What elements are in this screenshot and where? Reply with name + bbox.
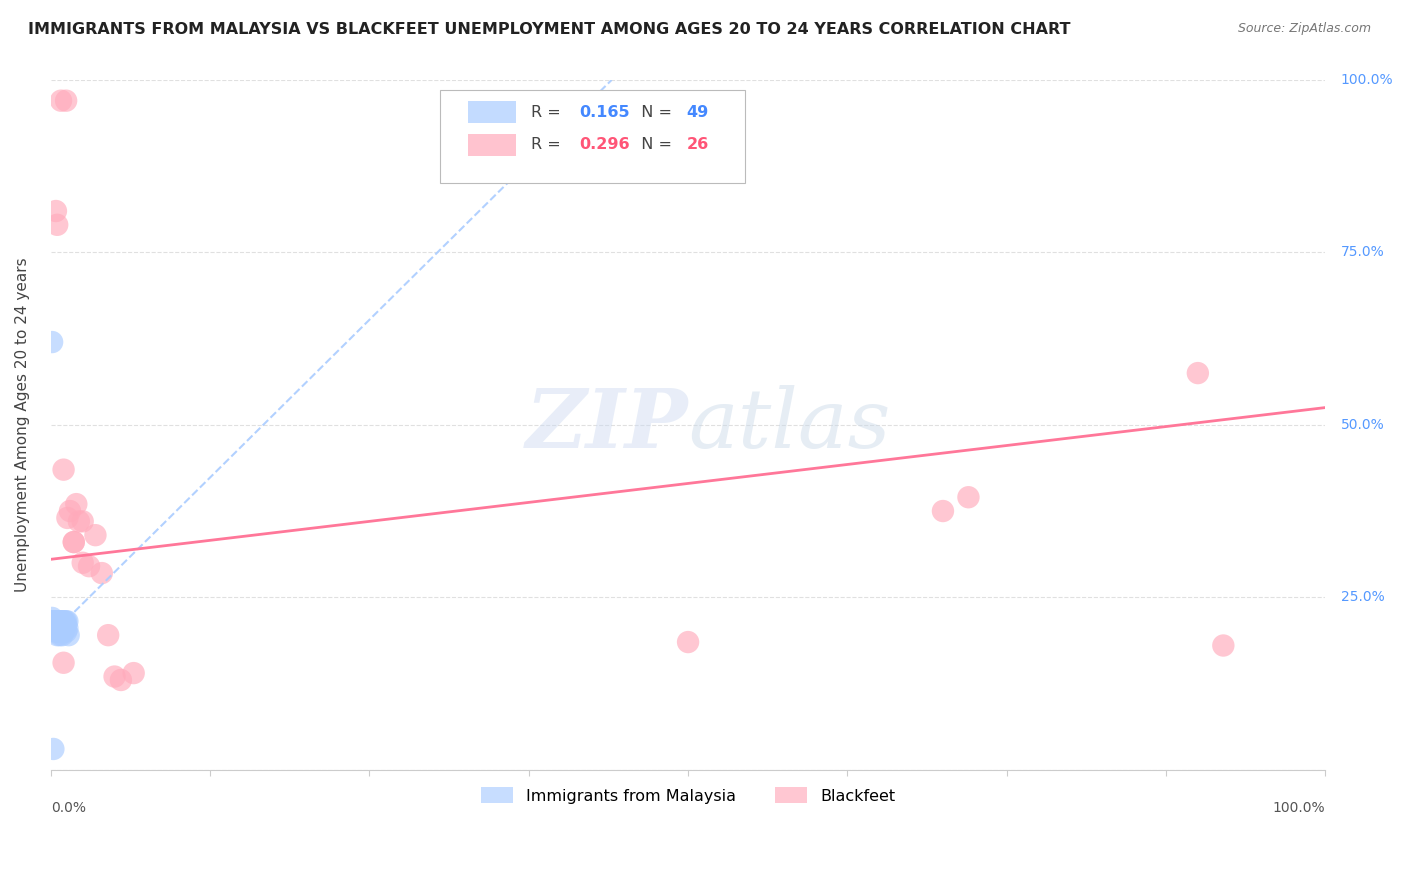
Point [42,742,65,756]
Point [90,566,112,580]
Text: 0.165: 0.165 [579,105,630,120]
Point [55,624,77,639]
Point [45,615,67,629]
Point [51,621,73,635]
Point [55,615,77,629]
Point [53,621,76,635]
Point [52,624,75,639]
Point [56,621,79,635]
Point [110,673,132,687]
Text: 50.0%: 50.0% [1340,417,1385,432]
Point [72,556,94,570]
Point [45,624,67,639]
Text: 26: 26 [686,137,709,153]
Point [48,615,70,629]
Text: IMMIGRANTS FROM MALAYSIA VS BLACKFEET UNEMPLOYMENT AMONG AGES 20 TO 24 YEARS COR: IMMIGRANTS FROM MALAYSIA VS BLACKFEET UN… [28,22,1070,37]
Point [72,514,94,528]
Point [49,615,72,629]
Point [48,621,70,635]
Point [42,615,65,629]
Point [932,504,955,518]
Point [48,617,70,632]
Text: atlas: atlas [688,384,890,465]
Text: ZIP: ZIP [526,384,688,465]
Y-axis label: Unemployment Among Ages 20 to 24 years: Unemployment Among Ages 20 to 24 years [15,258,30,592]
Point [45,617,67,632]
Text: R =: R = [531,137,567,153]
Point [59,504,82,518]
Point [58,628,80,642]
Point [1212,639,1234,653]
Point [46,621,69,635]
Point [49,94,72,108]
FancyBboxPatch shape [468,102,516,123]
Legend: Immigrants from Malaysia, Blackfeet: Immigrants from Malaysia, Blackfeet [474,780,901,810]
Text: 25.0%: 25.0% [1340,591,1385,604]
Point [42,615,65,629]
Text: 100.0%: 100.0% [1272,801,1326,814]
Point [65,497,87,511]
Point [52,463,75,477]
Point [41,617,63,632]
FancyBboxPatch shape [440,90,745,184]
Point [45,615,67,629]
Point [44,615,66,629]
Point [122,666,145,681]
Point [44,621,66,635]
FancyBboxPatch shape [468,134,516,156]
Point [48,621,70,635]
Point [41,611,63,625]
Point [49,624,72,639]
Point [48,615,70,629]
Point [51,628,73,642]
Point [44,615,66,629]
Point [957,490,980,504]
Text: 49: 49 [686,105,709,120]
Point [46,615,69,629]
Text: N =: N = [631,137,676,153]
Point [46,218,69,232]
Point [56,511,79,525]
Point [45,204,67,219]
Text: N =: N = [631,105,676,120]
Point [62,535,84,549]
Point [84,528,107,542]
Point [51,615,73,629]
Point [41,334,63,349]
Point [55,617,77,632]
Point [45,617,67,632]
Point [46,628,69,642]
Point [62,535,84,549]
Point [103,669,125,683]
Text: R =: R = [531,105,567,120]
Point [42,615,65,629]
Point [52,617,75,632]
Text: 100.0%: 100.0% [1340,73,1393,87]
Point [48,615,70,629]
Point [676,635,699,649]
Point [46,615,69,629]
Point [42,621,65,635]
Point [44,615,66,629]
Point [55,94,77,108]
Text: 0.296: 0.296 [579,137,630,153]
Text: 75.0%: 75.0% [1340,245,1385,260]
Point [48,628,70,642]
Point [56,615,79,629]
Point [44,615,66,629]
Point [46,615,69,629]
Point [53,615,76,629]
Point [67,514,90,528]
Point [52,615,75,629]
Point [97,628,120,642]
Text: 0.0%: 0.0% [51,801,86,814]
Point [52,656,75,670]
Point [49,617,72,632]
Point [41,615,63,629]
Text: Source: ZipAtlas.com: Source: ZipAtlas.com [1237,22,1371,36]
Point [1187,366,1209,380]
Point [48,624,70,639]
Point [77,559,100,574]
